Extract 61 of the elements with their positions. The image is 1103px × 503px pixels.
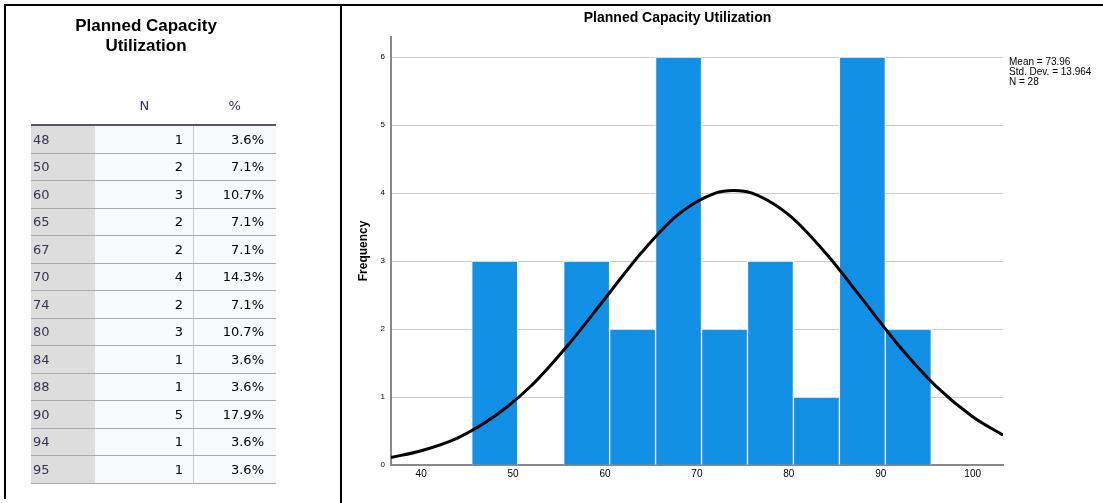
data-label: 3 bbox=[95, 180, 194, 208]
y-tick-label: 3 bbox=[380, 256, 386, 266]
y-tick-label: 5 bbox=[380, 120, 386, 130]
category-label: 50 bbox=[31, 153, 95, 181]
category-label: 94 bbox=[31, 428, 95, 456]
text: Planned Capacity Utilization bbox=[74, 16, 218, 56]
text: N = 28 bbox=[1009, 75, 1040, 87]
series-label: N bbox=[95, 86, 194, 125]
x-tick-label: 40 bbox=[415, 467, 428, 479]
data-label: 7.1% bbox=[193, 235, 276, 263]
category-label: 74 bbox=[31, 290, 95, 318]
data-label: 2 bbox=[95, 153, 194, 181]
text: Std. Dev. = 13.964 bbox=[1009, 65, 1092, 77]
category-label: 80 bbox=[31, 318, 95, 346]
data-label: 2 bbox=[95, 208, 194, 236]
data-label: 3.6% bbox=[193, 428, 276, 456]
data-label: 2 bbox=[95, 235, 194, 263]
data-label: 3.6% bbox=[193, 125, 276, 153]
data-label: 3 bbox=[95, 318, 194, 346]
y-tick-label: 1 bbox=[380, 392, 386, 402]
chart-title: Planned Capacity Utilization bbox=[583, 9, 772, 26]
data-label: 4 bbox=[95, 263, 194, 291]
x-tick-label: 100 bbox=[964, 467, 982, 479]
series-label: % bbox=[193, 86, 276, 125]
data-label: 1 bbox=[95, 345, 194, 373]
category-label: 65 bbox=[31, 208, 95, 236]
y-tick-label: 0 bbox=[380, 460, 386, 470]
data-label: 5 bbox=[95, 400, 194, 428]
data-label: 3.6% bbox=[193, 345, 276, 373]
data-label: 7.1% bbox=[193, 153, 276, 181]
data-label: 14.3% bbox=[193, 263, 276, 291]
data-label: 17.9% bbox=[193, 400, 276, 428]
y-tick-label: 2 bbox=[380, 324, 386, 334]
x-tick-label: 70 bbox=[691, 467, 703, 479]
category-label: 60 bbox=[31, 180, 95, 208]
data-label: 3.6% bbox=[193, 455, 276, 483]
data-label: 7.1% bbox=[193, 290, 276, 318]
data-label: 1 bbox=[95, 373, 194, 401]
data-label: 10.7% bbox=[193, 180, 276, 208]
x-tick-label: 80 bbox=[783, 467, 795, 479]
x-tick-label: 90 bbox=[875, 467, 887, 479]
data-label: 3.6% bbox=[193, 373, 276, 401]
x-tick-label: 60 bbox=[599, 467, 612, 479]
x-tick-label: 50 bbox=[507, 467, 520, 479]
category-label: 90 bbox=[31, 400, 95, 428]
y-axis-title: Frequency bbox=[355, 220, 370, 282]
text: Mean = 73.96 bbox=[1009, 55, 1071, 67]
y-tick-label: 4 bbox=[380, 188, 386, 198]
data-label: 1 bbox=[95, 428, 194, 456]
data-label: 10.7% bbox=[193, 318, 276, 346]
category-label: 88 bbox=[31, 373, 95, 401]
category-label: 84 bbox=[31, 345, 95, 373]
category-label: 48 bbox=[31, 125, 95, 153]
data-label: 1 bbox=[95, 125, 194, 153]
data-label: 2 bbox=[95, 290, 194, 318]
category-label: 70 bbox=[31, 263, 95, 291]
y-tick-label: 6 bbox=[380, 52, 386, 62]
data-label: 1 bbox=[95, 455, 194, 483]
category-label: 67 bbox=[31, 235, 95, 263]
category-label: 95 bbox=[31, 455, 95, 483]
data-label: 7.1% bbox=[193, 208, 276, 236]
